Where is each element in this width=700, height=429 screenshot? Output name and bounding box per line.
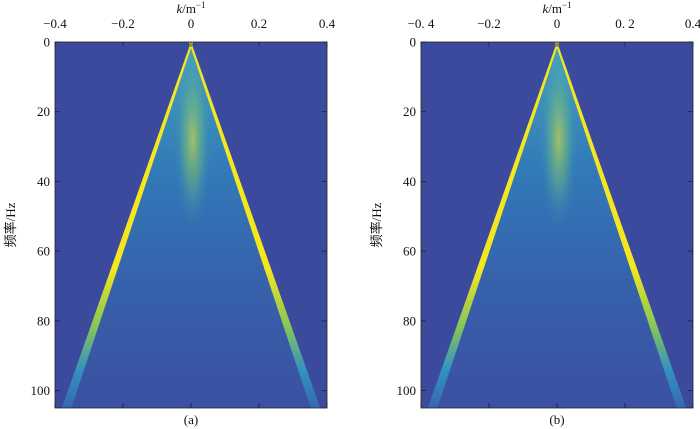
panel-a-xlabel-sup: −1 bbox=[196, 0, 206, 10]
panel-a-y-tick-label: 60 bbox=[37, 244, 50, 259]
panel-b-y-tick-label: 40 bbox=[403, 174, 416, 189]
panel-a-y-tick-label: 20 bbox=[37, 104, 50, 119]
panel-b-label: (b) bbox=[549, 412, 564, 427]
panel-a-cone-right-edge bbox=[189, 42, 321, 408]
panel-b-x-tick-label: 0. 2 bbox=[615, 16, 635, 31]
panel-b-y-tick-label: 60 bbox=[403, 244, 416, 259]
panel-a-x-tick-label: −0.4 bbox=[43, 16, 67, 31]
panel-a-cone-left-edge bbox=[61, 42, 193, 408]
panel-b-y-tick-label: 20 bbox=[403, 104, 416, 119]
panel-b-x-tick-label: −0. 4 bbox=[408, 16, 435, 31]
panel-b-x-tick-label: 0.4 bbox=[685, 16, 700, 31]
panel-a-x-tick-label: 0.4 bbox=[319, 16, 336, 31]
panel-b-xlabel-sup: −1 bbox=[562, 0, 572, 10]
panel-b-cone-left-edge bbox=[427, 42, 559, 408]
panel-a-y-tick-label: 80 bbox=[37, 313, 50, 328]
panel-a-ylabel: 频率/Hz bbox=[3, 202, 18, 247]
panel-a-cone-core bbox=[173, 48, 212, 232]
panel-b-xlabel-unit: /m bbox=[548, 1, 562, 16]
panel-b-ylabel: 频率/Hz bbox=[369, 202, 384, 247]
panel-a-y-tick-label: 0 bbox=[44, 35, 51, 50]
panel-b-plot-area bbox=[420, 41, 694, 409]
panel-b-xlabel-base: k bbox=[542, 1, 548, 16]
panel-a-plot-area bbox=[54, 41, 328, 409]
panel-a-label: (a) bbox=[184, 412, 198, 427]
panel-a-xlabel: k/m−1 bbox=[176, 0, 205, 16]
panel-a-x-tick-label: −0.2 bbox=[111, 16, 135, 31]
panel-b-xlabel: k/m−1 bbox=[542, 0, 571, 16]
panel-b-y-tick-label: 80 bbox=[403, 313, 416, 328]
panel-b-y-tick-label: 0 bbox=[410, 35, 417, 50]
panel-a-y-tick-label: 40 bbox=[37, 174, 50, 189]
panel-b-x-tick-label: 0 bbox=[554, 16, 561, 31]
panel-a-y-tick-label: 100 bbox=[31, 383, 51, 398]
panel-b-cone-core bbox=[539, 48, 578, 232]
panel-a-x-tick-label: 0 bbox=[188, 16, 195, 31]
panel-b-cone-right-edge bbox=[555, 42, 687, 408]
panel-a-xlabel-unit: /m bbox=[182, 1, 196, 16]
panel-b-y-tick-label: 100 bbox=[397, 383, 417, 398]
panel-a-x-tick-label: 0.2 bbox=[251, 16, 267, 31]
panel-a-xlabel-base: k bbox=[176, 1, 182, 16]
panel-b-x-tick-label: −0.2 bbox=[477, 16, 501, 31]
panel-a-ticks: −0.4 −0.2 0 0.2 0.4 0 20 40 60 80 100 bbox=[31, 16, 336, 408]
panel-b-ticks: −0. 4 −0.2 0 0. 2 0.4 0 20 40 60 80 100 bbox=[397, 16, 700, 408]
panel-b: −0. 4 −0.2 0 0. 2 0.4 0 20 40 60 80 100 k/m−1 频率/H… bbox=[369, 0, 700, 427]
